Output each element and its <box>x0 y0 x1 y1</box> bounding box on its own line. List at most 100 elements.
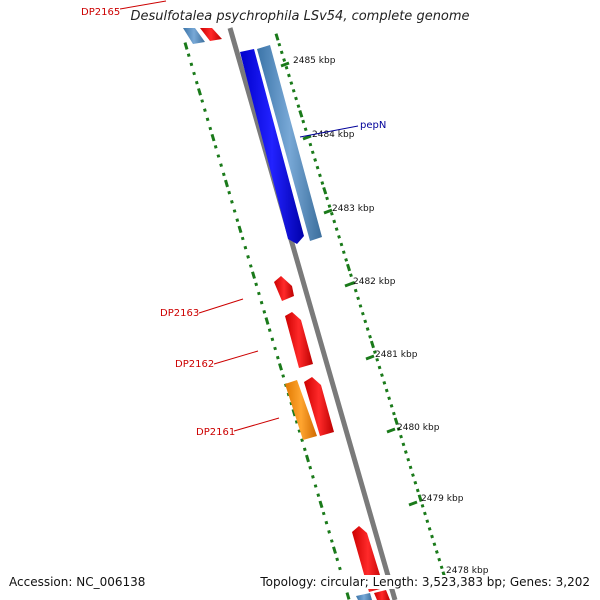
track-tick <box>389 404 394 408</box>
track-tick <box>254 282 259 287</box>
track-tick <box>219 163 223 167</box>
track-tick <box>377 365 382 370</box>
track-tick <box>305 454 310 463</box>
kbp-label: 2478 kbp <box>446 566 489 576</box>
track-tick <box>192 71 196 76</box>
track-tick <box>287 73 291 78</box>
track-tick <box>264 317 270 325</box>
kbp-tick <box>386 427 396 434</box>
genome-backbone <box>227 27 398 600</box>
track-tick <box>322 186 328 195</box>
track-tick <box>396 427 401 431</box>
track-tick <box>274 33 280 41</box>
gene-label-pepn[interactable]: pepN <box>360 120 386 131</box>
kbp-label: 2483 kbp <box>332 204 375 214</box>
track-tick <box>189 62 194 67</box>
track-tick <box>278 363 283 371</box>
dp2165-leader <box>119 0 167 10</box>
track-tick <box>294 420 299 424</box>
map-title: Desulfotalea psychrophila LSv54, complet… <box>130 9 470 24</box>
track-tick <box>282 58 287 62</box>
gene-dp2163-feature[interactable] <box>274 276 294 301</box>
dp2161-leader <box>233 417 280 432</box>
track-tick <box>375 357 380 362</box>
track-tick <box>186 53 191 57</box>
outer-tick-track <box>274 33 447 579</box>
track-tick <box>303 127 308 132</box>
kbp-tick <box>302 134 312 141</box>
accession-text: Accession: NC_006138 <box>9 575 146 589</box>
track-tick <box>372 350 377 354</box>
kbp-label: 2481 kbp <box>375 350 418 360</box>
track-tick <box>382 380 387 385</box>
track-tick <box>325 196 329 201</box>
gene-red-top-feature[interactable] <box>200 28 222 41</box>
gene-steel-bottom-feature[interactable] <box>356 593 372 600</box>
track-tick <box>321 511 326 516</box>
gene-label-dp2165[interactable]: DP2165 <box>81 7 120 18</box>
kbp-tick <box>365 354 375 361</box>
track-tick <box>302 447 307 452</box>
track-tick <box>277 42 282 47</box>
track-tick <box>345 592 351 600</box>
kbp-tick <box>344 281 354 288</box>
track-tick <box>291 88 296 93</box>
track-tick <box>251 271 256 279</box>
track-tick <box>363 319 368 324</box>
track-tick <box>399 434 403 439</box>
dp2162-leader <box>213 350 259 365</box>
gene-dp2165-feature[interactable] <box>183 28 205 44</box>
track-tick <box>353 288 358 293</box>
track-tick <box>403 450 408 454</box>
track-tick <box>273 346 277 351</box>
track-tick <box>197 88 202 96</box>
track-tick <box>246 255 250 259</box>
gene-label-dp2161[interactable]: DP2161 <box>196 427 235 438</box>
track-tick <box>205 117 210 122</box>
track-tick <box>425 519 430 524</box>
track-tick <box>408 465 413 470</box>
gene-label-dp2162[interactable]: DP2162 <box>175 359 214 370</box>
track-tick <box>329 539 334 543</box>
track-tick <box>349 273 353 278</box>
track-tick <box>237 225 243 234</box>
track-tick <box>332 219 337 224</box>
track-tick <box>365 327 370 331</box>
track-tick <box>437 557 442 562</box>
track-tick <box>291 408 297 417</box>
gene-red-bottom2-feature[interactable] <box>374 590 390 600</box>
gene-dp2162-feature[interactable] <box>285 312 313 368</box>
track-tick <box>297 429 302 433</box>
track-tick <box>308 465 313 470</box>
track-tick <box>413 480 418 485</box>
track-tick <box>439 565 444 570</box>
track-tick <box>358 304 363 308</box>
genome-summary-text: Topology: circular; Length: 3,523,383 bp… <box>260 575 590 589</box>
gene-orange-feature[interactable] <box>285 380 317 440</box>
track-tick <box>301 119 306 124</box>
track-tick <box>415 488 420 493</box>
kbp-label: 2479 kbp <box>421 494 464 504</box>
track-tick <box>346 263 352 272</box>
track-tick <box>360 311 365 316</box>
track-tick <box>339 242 344 247</box>
track-tick <box>240 236 245 241</box>
track-tick <box>335 557 340 562</box>
track-tick <box>294 96 298 101</box>
track-tick <box>248 264 253 268</box>
track-tick <box>337 234 341 239</box>
track-tick <box>341 250 346 255</box>
track-tick <box>392 411 396 416</box>
kbp-label: 2484 kbp <box>312 130 355 140</box>
gene-label-dp2163[interactable]: DP2163 <box>160 308 199 319</box>
track-tick <box>300 438 304 442</box>
track-tick <box>308 142 313 147</box>
track-tick <box>368 334 372 339</box>
track-tick <box>351 281 356 285</box>
track-tick <box>311 475 315 479</box>
gene-steel-feature[interactable] <box>257 45 322 241</box>
track-tick <box>235 218 240 222</box>
gene-dp2161-feature[interactable] <box>304 377 334 436</box>
gene-pepn-feature[interactable] <box>240 49 304 244</box>
